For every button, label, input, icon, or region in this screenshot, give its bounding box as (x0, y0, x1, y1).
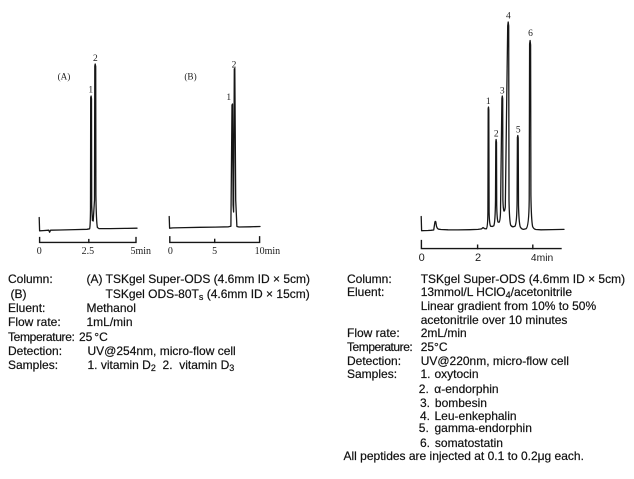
svg-text:0: 0 (37, 246, 42, 257)
svg-text:10min: 10min (255, 246, 281, 257)
svg-text:6: 6 (528, 29, 533, 39)
svg-text:5: 5 (212, 246, 217, 257)
svg-text:0: 0 (168, 246, 173, 257)
svg-text:2: 2 (93, 54, 98, 64)
svg-text:5: 5 (516, 126, 521, 136)
svg-text:2: 2 (475, 252, 481, 264)
svg-text:5min: 5min (131, 246, 152, 257)
svg-text:0: 0 (419, 252, 425, 264)
svg-text:(A): (A) (58, 71, 71, 81)
svg-text:1: 1 (486, 97, 491, 107)
svg-text:2.5: 2.5 (82, 246, 95, 257)
svg-text:2: 2 (494, 130, 499, 140)
svg-text:4: 4 (506, 11, 511, 21)
svg-text:1: 1 (226, 93, 231, 103)
svg-text:4min: 4min (531, 253, 554, 264)
svg-text:1: 1 (88, 86, 93, 96)
svg-text:(B): (B) (184, 71, 196, 81)
svg-text:3: 3 (500, 86, 505, 96)
svg-text:2: 2 (232, 60, 237, 70)
